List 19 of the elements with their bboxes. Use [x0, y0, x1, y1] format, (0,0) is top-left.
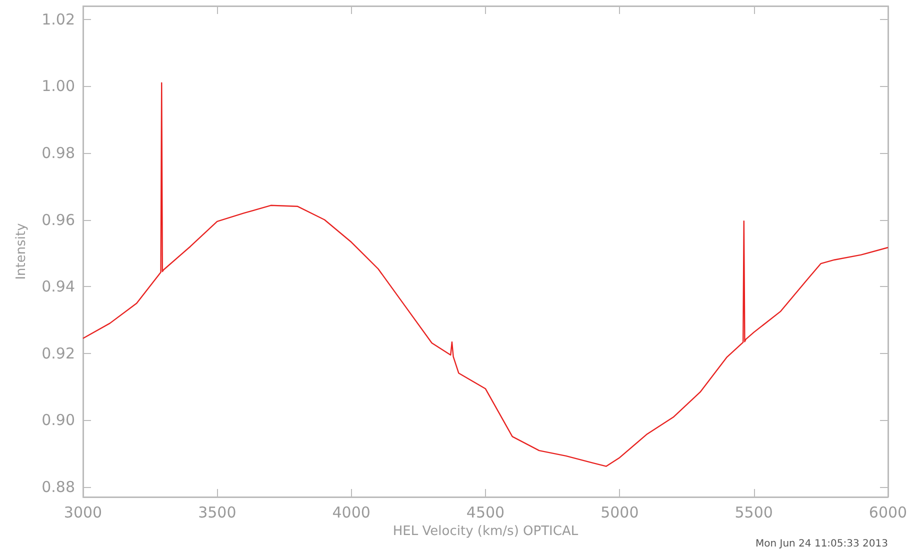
x-tick-label: 3000: [64, 504, 102, 522]
y-tick-label: 0.96: [42, 210, 75, 229]
x-axis-title: HEL Velocity (km/s) OPTICAL: [392, 524, 579, 539]
line-series: [82, 82, 889, 467]
y-axis-title: Intensity: [14, 222, 29, 280]
y-tick-label: 0.98: [42, 144, 75, 162]
y-tick-label: 0.90: [42, 411, 75, 430]
text: Mon Jun 24 11:05:33 2013: [755, 538, 888, 550]
x-tick-label: 4000: [332, 504, 370, 522]
y-tick-label: 0.94: [42, 278, 75, 296]
y-tick-label: 0.88: [42, 478, 75, 496]
y-tick-label: 1.02: [42, 10, 75, 28]
x-tick-label: 5500: [734, 504, 773, 522]
x-tick-label: 6000: [868, 504, 908, 522]
y-tick-label: 0.92: [42, 344, 75, 362]
y-tick-label: 1.00: [42, 77, 75, 96]
x-tick-label: 4500: [466, 504, 505, 522]
x-tick-label: 3500: [198, 504, 236, 522]
x-tick-label: 5000: [600, 504, 639, 522]
